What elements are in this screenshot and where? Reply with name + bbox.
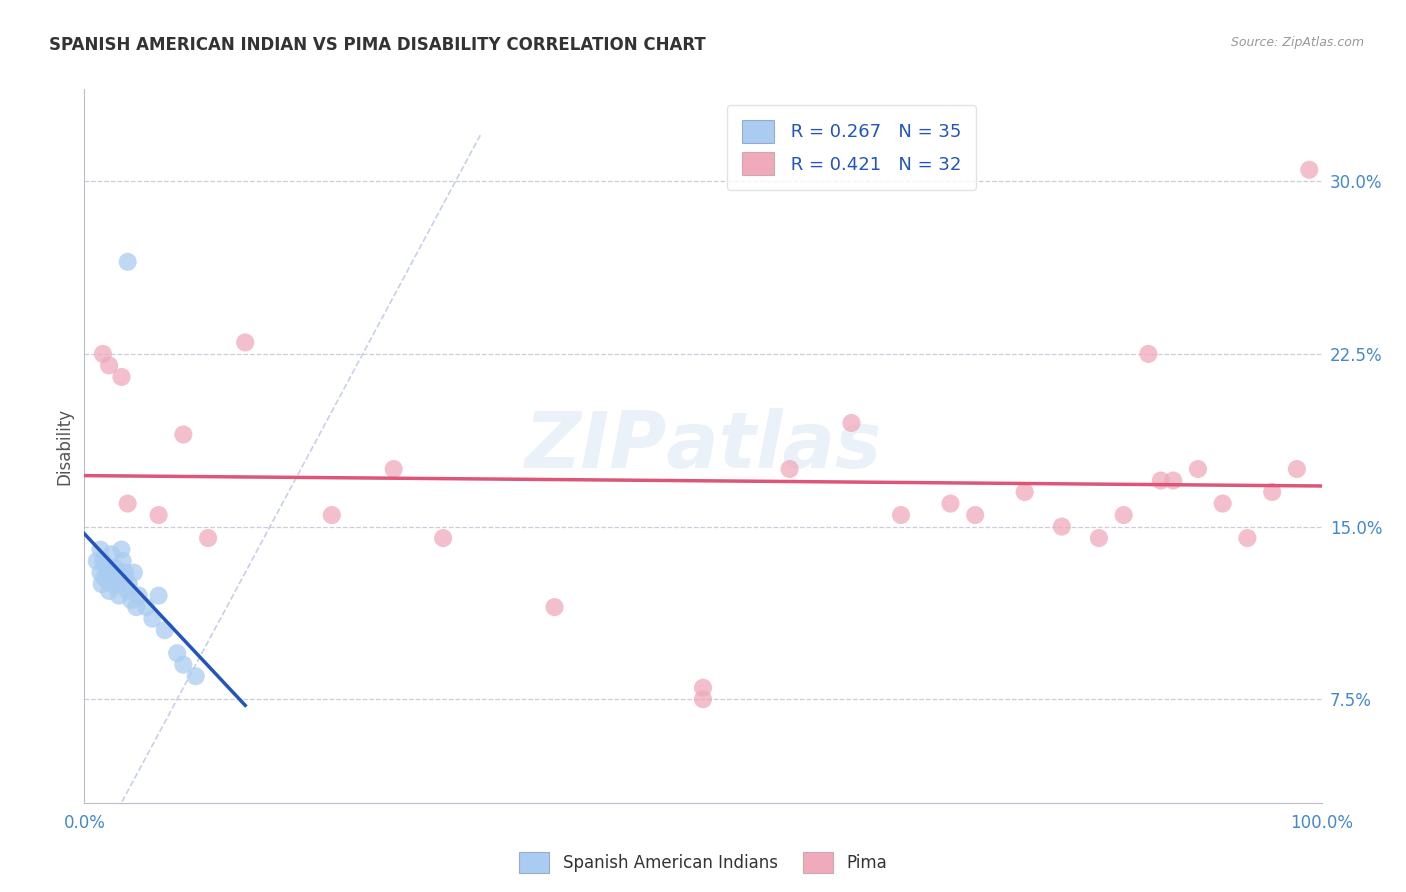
Point: [432, 531, 454, 545]
Legend: Spanish American Indians, Pima: Spanish American Indians, Pima: [513, 846, 893, 880]
Point: [120, 593, 142, 607]
Point: [153, 623, 176, 637]
Point: [107, 577, 129, 591]
Point: [96, 573, 118, 587]
Point: [184, 669, 207, 683]
Point: [197, 531, 219, 545]
Point: [1236, 531, 1258, 545]
Point: [98, 566, 121, 580]
Point: [117, 584, 139, 599]
Point: [172, 657, 194, 672]
Point: [1050, 519, 1073, 533]
Point: [90, 577, 112, 591]
Point: [117, 497, 139, 511]
Text: ZIP​atlas: ZIP​atlas: [524, 408, 882, 484]
Point: [841, 416, 863, 430]
Point: [233, 335, 256, 350]
Text: SPANISH AMERICAN INDIAN VS PIMA DISABILITY CORRELATION CHART: SPANISH AMERICAN INDIAN VS PIMA DISABILI…: [49, 36, 706, 54]
Point: [114, 566, 136, 580]
Point: [101, 577, 124, 591]
Point: [1150, 474, 1173, 488]
Point: [105, 566, 128, 580]
Point: [692, 692, 714, 706]
Point: [86, 554, 108, 568]
Point: [98, 584, 121, 599]
Y-axis label: Disability: Disability: [55, 408, 73, 484]
Point: [104, 561, 127, 575]
Point: [122, 566, 145, 580]
Point: [1298, 162, 1320, 177]
Point: [91, 347, 114, 361]
Point: [112, 570, 135, 584]
Point: [543, 600, 565, 615]
Point: [118, 577, 141, 591]
Point: [1137, 347, 1160, 361]
Point: [141, 612, 163, 626]
Point: [1285, 462, 1308, 476]
Point: [321, 508, 343, 522]
Point: [104, 570, 127, 584]
Point: [91, 554, 114, 568]
Point: [939, 497, 962, 511]
Point: [93, 570, 115, 584]
Point: [965, 508, 987, 522]
Point: [382, 462, 405, 476]
Point: [135, 600, 157, 615]
Point: [779, 462, 801, 476]
Point: [1088, 531, 1111, 545]
Point: [692, 681, 714, 695]
Point: [1187, 462, 1209, 476]
Point: [1014, 485, 1036, 500]
Point: [148, 589, 170, 603]
Point: [110, 370, 132, 384]
Point: [89, 566, 111, 580]
Point: [128, 589, 150, 603]
Text: Source: ZipAtlas.com: Source: ZipAtlas.com: [1230, 36, 1364, 49]
Point: [1261, 485, 1284, 500]
Point: [148, 508, 170, 522]
Point: [100, 547, 122, 561]
Point: [1112, 508, 1135, 522]
Point: [110, 542, 132, 557]
Point: [89, 542, 111, 557]
Point: [125, 600, 148, 615]
Point: [1212, 497, 1234, 511]
Legend:  R = 0.267   N = 35,  R = 0.421   N = 32: R = 0.267 N = 35, R = 0.421 N = 32: [727, 105, 976, 190]
Point: [890, 508, 912, 522]
Point: [172, 427, 194, 442]
Point: [98, 359, 121, 373]
Point: [117, 255, 139, 269]
Point: [108, 589, 131, 603]
Point: [111, 554, 134, 568]
Point: [1161, 474, 1184, 488]
Point: [94, 558, 117, 573]
Point: [166, 646, 188, 660]
